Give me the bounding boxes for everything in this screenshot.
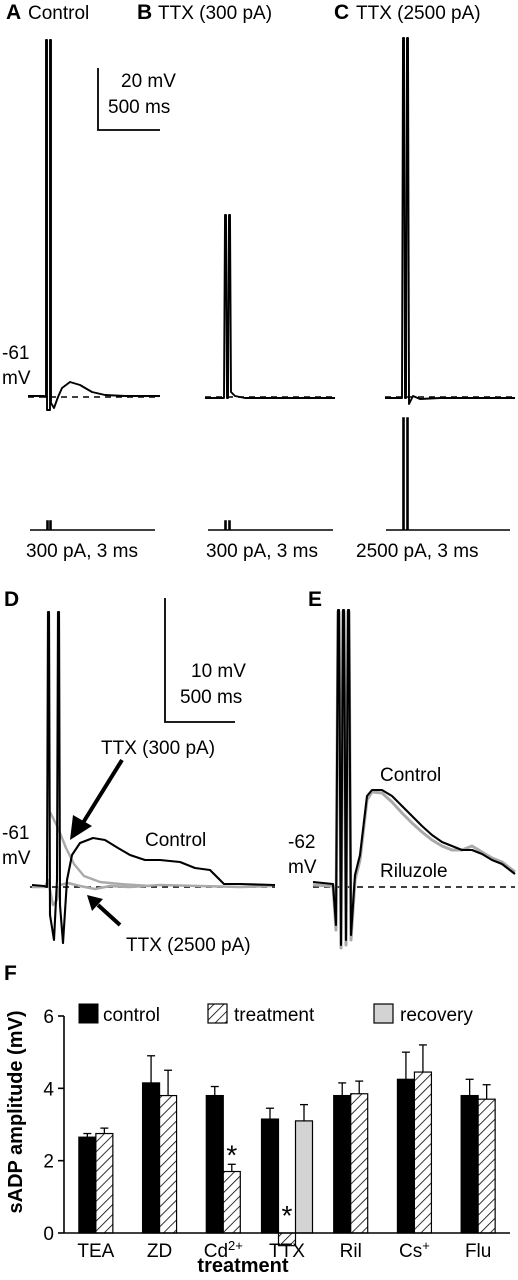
x-tick-label: Cs+ — [399, 1238, 430, 1262]
panel-a-letter: A — [6, 1, 21, 24]
legend-label-control: control — [103, 1005, 160, 1026]
top-scale-time: 500 ms — [108, 97, 170, 118]
bar-control — [260, 1118, 280, 1234]
legend: control treatment recovery — [78, 1003, 473, 1026]
panel-d-rest-value: -61 — [2, 823, 29, 844]
bar-treatment — [413, 1071, 433, 1234]
trace-c-ttx-2500 — [385, 37, 515, 405]
bar-control — [78, 1136, 97, 1234]
bar-treatment — [158, 1094, 178, 1234]
bar-recovery — [294, 1120, 314, 1234]
legend-swatch-recovery — [373, 1003, 394, 1024]
bar-treatment — [222, 1170, 241, 1234]
trace-d-control — [31, 610, 276, 945]
panel-c-title: TTX (2500 pA) — [356, 3, 481, 24]
legend-swatch-treatment — [207, 1003, 228, 1024]
bar-control — [460, 1094, 479, 1234]
panel-e-letter: E — [308, 588, 322, 611]
stimulus-label-c: 2500 pA, 3 ms — [356, 541, 479, 562]
y-axis-title: sADP amplitude (mV) — [5, 1011, 27, 1214]
legend-item-treatment: treatment — [207, 1003, 315, 1026]
stimulus-trace-c — [386, 417, 510, 531]
panel-d-control-label: Control — [145, 830, 206, 851]
panel-e-control-label: Control — [380, 765, 441, 786]
bar-control — [333, 1094, 352, 1234]
legend-item-control: control — [78, 1003, 160, 1026]
stimulus-label-a: 300 pA, 3 ms — [26, 541, 138, 562]
top-scale-voltage: 20 mV — [121, 71, 176, 92]
x-tick-label: TTX — [269, 1241, 305, 1262]
panel-f-letter: F — [4, 962, 17, 985]
x-tick-label: Cd2+ — [204, 1238, 243, 1262]
significance-marker: * — [282, 1200, 293, 1231]
panel-b-header: B TTX (300 pA) — [137, 1, 272, 24]
y-tick-label: 2 — [43, 1152, 54, 1173]
y-tick-label: 6 — [43, 1007, 54, 1028]
panel-d-arrows — [70, 758, 124, 927]
x-tick-label: TEA — [77, 1241, 114, 1262]
x-tick-label: Ril — [340, 1241, 362, 1262]
significance-marker: * — [226, 1139, 237, 1170]
bar-treatment — [95, 1132, 114, 1234]
trace-d-ttx-300 — [48, 811, 151, 888]
stimulus-trace-a — [30, 520, 155, 531]
legend-label-recovery: recovery — [400, 1005, 473, 1026]
panel-d-rest-unit: mV — [2, 848, 31, 869]
x-tick-label: Flu — [465, 1241, 491, 1262]
panel-a-header: A Control — [6, 1, 89, 24]
stimulus-label-b: 300 pA, 3 ms — [206, 541, 318, 562]
legend-label-treatment: treatment — [234, 1005, 315, 1026]
y-axis: 0 2 4 6 — [43, 1007, 65, 1245]
top-rest-potential-value: -61 — [2, 343, 29, 364]
panel-e-riluzole-label: Riluzole — [380, 861, 448, 882]
panel-b-title: TTX (300 pA) — [158, 3, 272, 24]
trace-a-control — [28, 39, 160, 411]
top-scale-bar: 20 mV 500 ms — [97, 68, 176, 131]
top-rest-potential-unit: mV — [2, 368, 31, 389]
panel-c-letter: C — [334, 1, 349, 24]
panel-d-scale-time: 500 ms — [180, 687, 242, 708]
panel-c-header: C TTX (2500 pA) — [334, 1, 481, 24]
bars: ** — [78, 1044, 496, 1247]
x-axis-title: treatment — [197, 1255, 288, 1277]
bar-control — [141, 1082, 161, 1234]
y-tick-label: 4 — [43, 1079, 54, 1100]
panel-d-scale-bar: 10 mV 500 ms — [164, 598, 246, 723]
panel-a-title: Control — [28, 3, 89, 24]
panel-d-scale-voltage: 10 mV — [191, 661, 246, 682]
y-tick-label: 0 — [43, 1224, 54, 1245]
panel-b-letter: B — [137, 1, 152, 24]
x-tick-label: ZD — [147, 1241, 172, 1262]
panel-d-ttx300-label: TTX (300 pA) — [101, 738, 215, 759]
legend-item-recovery: recovery — [373, 1003, 473, 1026]
panel-d-ttx2500-label: TTX (2500 pA) — [126, 935, 251, 956]
trace-e-control — [312, 608, 516, 947]
panel-d-letter: D — [4, 588, 19, 611]
panel-e-rest-unit: mV — [288, 857, 317, 878]
bar-control — [396, 1078, 416, 1234]
stimulus-trace-b — [208, 520, 333, 531]
bar-treatment — [477, 1098, 496, 1234]
x-axis: TEA ZD Cd2+ TTX Ril Cs+ Flu — [64, 1232, 510, 1262]
bar-treatment — [350, 1093, 369, 1234]
legend-swatch-control — [78, 1003, 99, 1024]
trace-b-ttx-300 — [205, 214, 335, 399]
bar-control — [205, 1094, 224, 1234]
panel-e-rest-value: -62 — [288, 832, 315, 853]
